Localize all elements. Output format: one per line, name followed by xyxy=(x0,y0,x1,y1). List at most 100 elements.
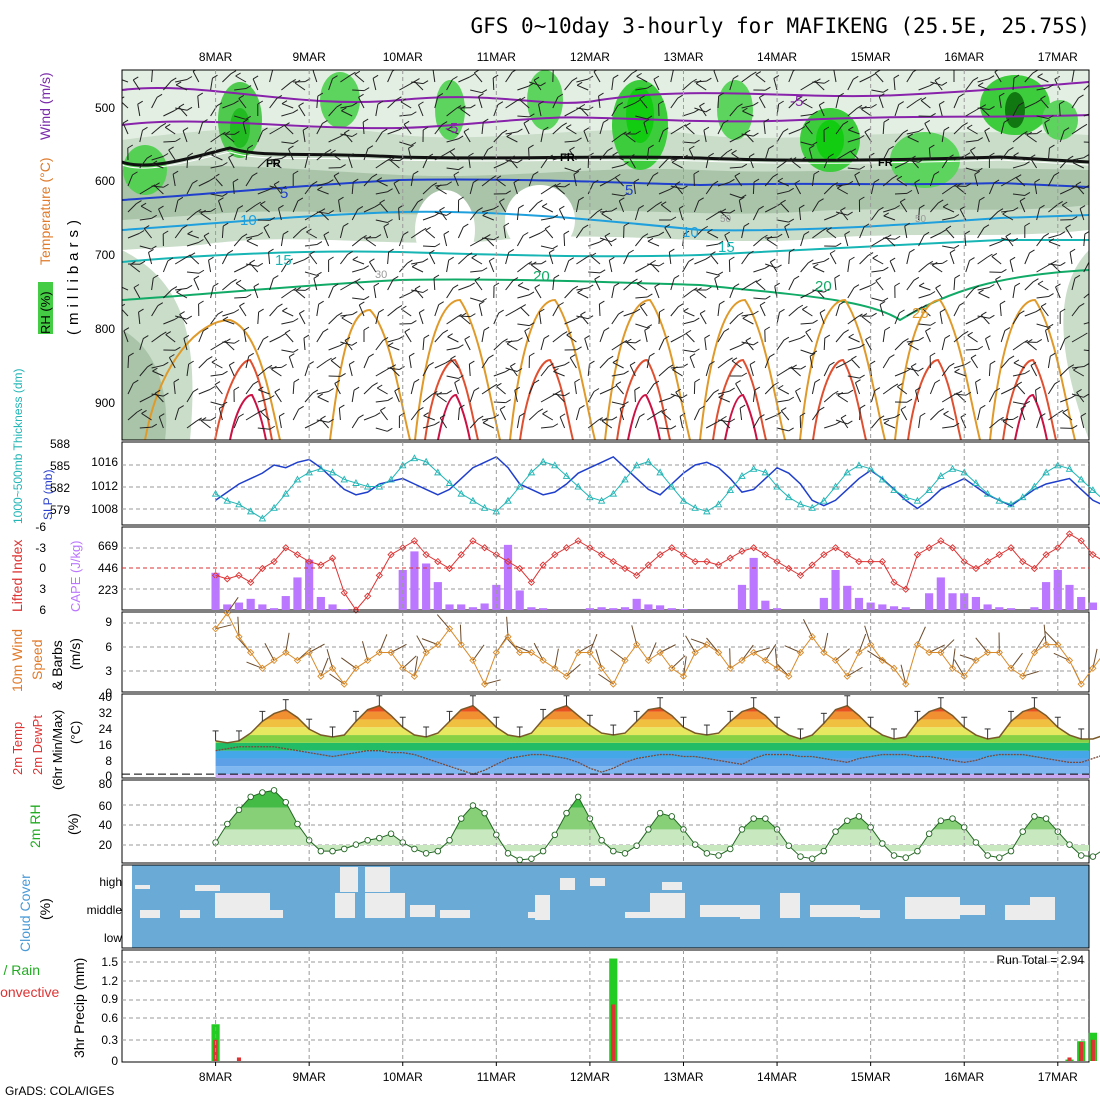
wind-barb xyxy=(739,408,743,421)
wind-barb xyxy=(835,153,847,161)
wind-barb-flag xyxy=(706,77,712,82)
wind-barb-flag xyxy=(965,361,971,365)
wind-barb-flag xyxy=(563,230,570,235)
wind-barb-flag xyxy=(748,250,754,255)
wind-barb-flag xyxy=(576,81,583,86)
wind-barb-flag xyxy=(559,205,565,210)
wind-barb-flag xyxy=(879,300,886,305)
wind-barb xyxy=(601,420,613,429)
wind-barb xyxy=(410,230,422,239)
wind-barb-flag xyxy=(481,298,487,302)
wind-barb xyxy=(481,386,493,395)
rh-point xyxy=(364,837,371,844)
wind-barb xyxy=(894,104,900,117)
wind-barb xyxy=(1036,265,1048,273)
wind-barb-flag xyxy=(491,383,498,388)
wind-barb-flag xyxy=(410,142,417,146)
wind-barb-flag xyxy=(558,302,564,306)
wind-barb xyxy=(612,362,624,369)
wind-barb xyxy=(422,156,429,169)
thickness-point xyxy=(340,475,349,483)
wind-barb-flag xyxy=(257,262,264,267)
wind-barb xyxy=(182,130,188,143)
cape-bar xyxy=(539,608,548,610)
wind-barb-flag xyxy=(863,223,870,228)
cape-bar xyxy=(316,596,325,610)
cape-bar xyxy=(457,604,466,610)
wind-barb-flag xyxy=(425,226,431,231)
wind-barb xyxy=(351,182,354,195)
wind-barb xyxy=(653,78,660,91)
wind-barb-flag xyxy=(799,334,806,339)
wind-barb xyxy=(967,334,978,343)
wind-barb xyxy=(914,182,920,195)
rh-point xyxy=(516,856,523,864)
wind-barb-flag xyxy=(733,283,740,288)
wind-barb xyxy=(705,392,715,403)
wind-barb-flag xyxy=(497,101,504,106)
wind-barb-flag xyxy=(653,380,660,385)
wind-barb-flag xyxy=(670,425,677,430)
lifted-index-point xyxy=(247,578,255,586)
wind-barb-flag xyxy=(753,132,759,137)
lifted-index-point xyxy=(410,537,419,545)
wind-barb xyxy=(658,397,671,403)
wind-barb-flag xyxy=(1003,118,1010,123)
cape-bar xyxy=(901,607,910,610)
wind-speed-point xyxy=(983,648,992,657)
wind-barb xyxy=(611,286,615,299)
wind-barb-flag xyxy=(650,259,656,264)
wind-barb xyxy=(517,85,529,91)
wind-barb-flag xyxy=(573,170,580,175)
wind-barb-flag xyxy=(729,418,736,423)
wind-barb xyxy=(268,252,271,265)
wind-barb xyxy=(988,391,996,403)
wind-barb xyxy=(619,408,625,421)
wind-barb-flag xyxy=(186,284,193,289)
contour-label: 15 xyxy=(718,239,735,256)
contour-label: FR xyxy=(560,152,575,164)
wind-barb xyxy=(835,211,848,216)
wind-barb-flag xyxy=(657,410,663,414)
wind-barb-flag xyxy=(583,127,590,132)
wind-barb-flag xyxy=(934,76,941,81)
wind-barb xyxy=(1059,188,1072,195)
wind-barb-flag xyxy=(373,282,380,287)
wind-barb-flag xyxy=(393,179,400,184)
wind-barb xyxy=(878,96,884,109)
wind-barb-flag xyxy=(826,227,832,232)
thickness-point xyxy=(972,479,980,486)
wind-barb-flag xyxy=(927,260,934,265)
wind-barb-flag xyxy=(568,257,574,262)
wind-barb-flag xyxy=(754,386,761,391)
wind-barb xyxy=(977,78,990,83)
wind-barb xyxy=(670,97,679,109)
wind-barb-flag xyxy=(1048,238,1055,243)
wind-barb xyxy=(292,200,299,213)
wind-barb-flag xyxy=(870,73,876,78)
wind-barb-flag xyxy=(423,334,430,339)
rh-point xyxy=(1089,853,1097,860)
contour-labels: -5 -5 FR FR FR 5 5 10 10 15 15 20 20 25 … xyxy=(240,93,929,322)
wind-barb xyxy=(260,411,270,421)
wind-barb xyxy=(966,127,978,135)
wind-barb xyxy=(200,212,211,221)
wind-barb-flag xyxy=(802,306,808,310)
wind-barb xyxy=(425,229,436,239)
wind-barb xyxy=(705,156,710,169)
cloud-patch xyxy=(650,893,685,918)
wind-barb xyxy=(918,294,931,299)
wind-barb xyxy=(304,271,317,276)
wind-barb xyxy=(458,76,470,83)
wind-barb-flag xyxy=(1009,256,1016,261)
thickness-point xyxy=(434,468,442,476)
wind-barb-flag xyxy=(1027,339,1033,343)
wind-barb-flag xyxy=(995,275,1001,280)
wind-barb xyxy=(186,211,197,221)
wind-barb-flag xyxy=(658,100,664,105)
wind-barb xyxy=(421,638,439,646)
wind-barb-flag xyxy=(850,148,857,153)
wind-barb xyxy=(835,96,840,109)
wind-barb-flag xyxy=(685,329,692,334)
lifted-index-point xyxy=(983,557,992,566)
